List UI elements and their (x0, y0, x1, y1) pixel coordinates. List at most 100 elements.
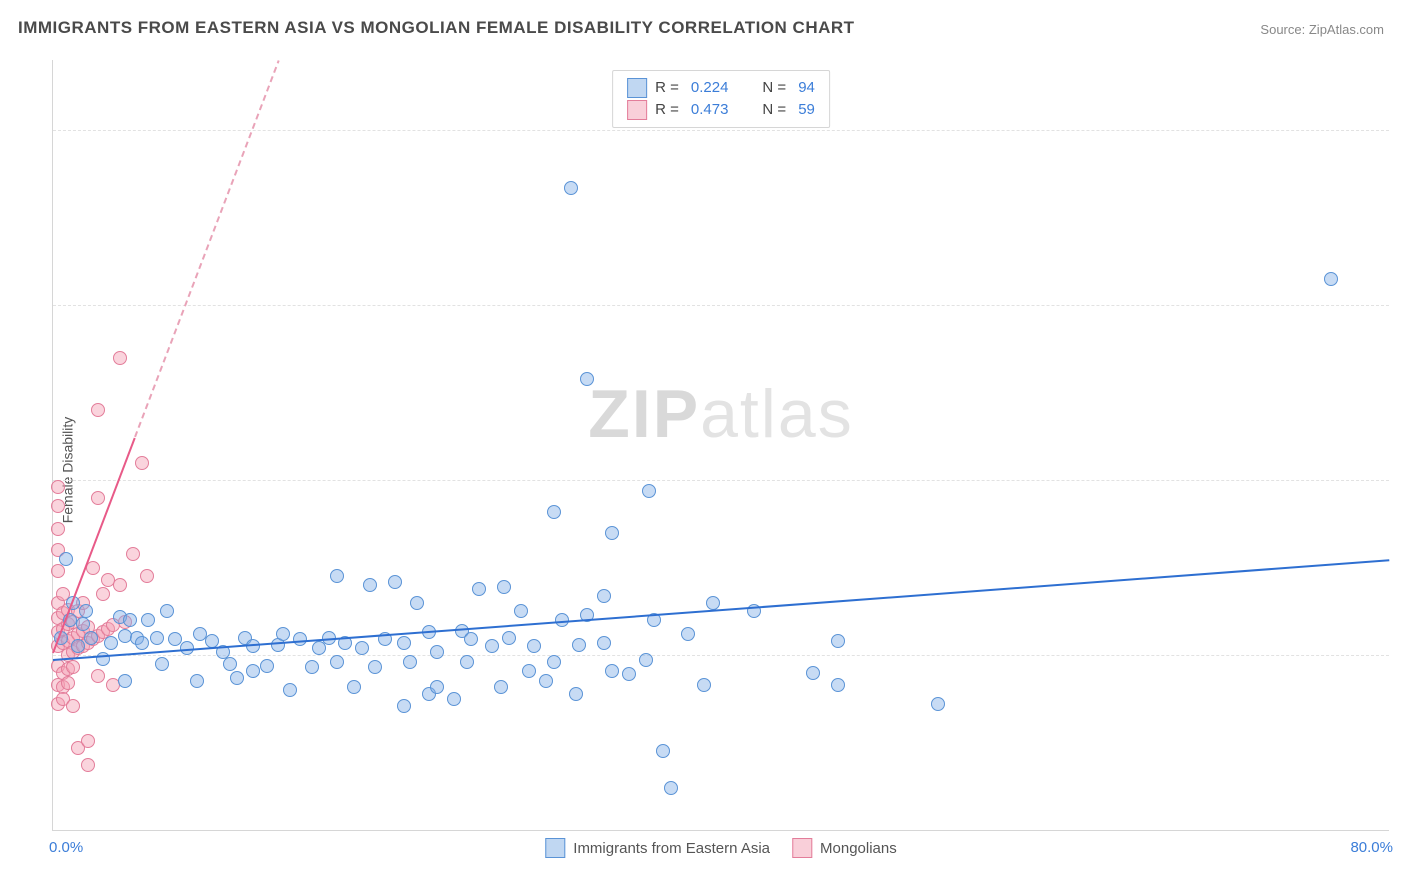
scatter-point-blue (605, 526, 619, 540)
scatter-point-blue (363, 578, 377, 592)
scatter-point-blue (464, 632, 478, 646)
scatter-point-pink (91, 491, 105, 505)
scatter-point-blue (460, 655, 474, 669)
scatter-point-blue (71, 639, 85, 653)
scatter-point-blue (223, 657, 237, 671)
correlation-legend: R = 0.224 N = 94 R = 0.473 N = 59 (612, 70, 830, 128)
legend-label-blue: Immigrants from Eastern Asia (573, 840, 770, 857)
scatter-point-blue (494, 680, 508, 694)
scatter-point-blue (569, 687, 583, 701)
scatter-point-blue (283, 683, 297, 697)
scatter-point-blue (368, 660, 382, 674)
scatter-point-blue (96, 652, 110, 666)
scatter-point-blue (639, 653, 653, 667)
scatter-point-pink (51, 522, 65, 536)
scatter-point-blue (246, 664, 260, 678)
scatter-point-blue (831, 634, 845, 648)
scatter-point-pink (113, 351, 127, 365)
scatter-point-blue (230, 671, 244, 685)
x-tick-min: 0.0% (49, 839, 83, 856)
scatter-point-blue (472, 582, 486, 596)
scatter-point-blue (580, 372, 594, 386)
scatter-point-blue (160, 604, 174, 618)
scatter-point-pink (51, 480, 65, 494)
scatter-point-blue (79, 604, 93, 618)
scatter-point-blue (104, 636, 118, 650)
scatter-plot: ZIPatlas 0.0% 80.0% R = 0.224 N = 94 R = (52, 60, 1389, 831)
scatter-point-blue (547, 655, 561, 669)
y-tick-label: 40.0% (1394, 122, 1406, 139)
scatter-point-blue (305, 660, 319, 674)
scatter-point-blue (397, 636, 411, 650)
scatter-point-blue (497, 580, 511, 594)
scatter-point-blue (330, 655, 344, 669)
scatter-point-pink (140, 569, 154, 583)
gridline (53, 655, 1389, 656)
scatter-point-pink (91, 403, 105, 417)
scatter-point-blue (564, 181, 578, 195)
scatter-point-pink (51, 499, 65, 513)
scatter-point-blue (430, 680, 444, 694)
scatter-point-blue (931, 697, 945, 711)
scatter-point-pink (91, 669, 105, 683)
scatter-point-blue (572, 638, 586, 652)
scatter-point-blue (527, 639, 541, 653)
scatter-point-pink (81, 758, 95, 772)
scatter-point-blue (447, 692, 461, 706)
scatter-point-blue (123, 613, 137, 627)
scatter-point-blue (388, 575, 402, 589)
scatter-point-pink (61, 676, 75, 690)
gridline (53, 480, 1389, 481)
scatter-point-blue (397, 699, 411, 713)
gridline (53, 305, 1389, 306)
scatter-point-blue (681, 627, 695, 641)
scatter-point-pink (81, 734, 95, 748)
scatter-point-blue (118, 674, 132, 688)
y-tick-label: 30.0% (1394, 297, 1406, 314)
scatter-point-blue (1324, 272, 1338, 286)
watermark: ZIPatlas (588, 375, 853, 453)
scatter-point-blue (622, 667, 636, 681)
y-tick-label: 20.0% (1394, 472, 1406, 489)
scatter-point-blue (260, 659, 274, 673)
scatter-point-blue (276, 627, 290, 641)
scatter-point-pink (126, 547, 140, 561)
scatter-point-blue (330, 569, 344, 583)
series-legend: Immigrants from Eastern Asia Mongolians (545, 838, 896, 858)
scatter-point-blue (664, 781, 678, 795)
scatter-point-blue (642, 484, 656, 498)
trendline-blue (53, 559, 1389, 661)
scatter-point-blue (597, 589, 611, 603)
scatter-point-blue (150, 631, 164, 645)
scatter-point-blue (84, 631, 98, 645)
scatter-point-blue (605, 664, 619, 678)
legend-swatch-pink (792, 838, 812, 858)
scatter-point-blue (502, 631, 516, 645)
scatter-point-blue (403, 655, 417, 669)
legend-swatch-blue (545, 838, 565, 858)
legend-swatch-blue (627, 78, 647, 98)
source-link[interactable]: ZipAtlas.com (1309, 22, 1384, 37)
scatter-point-pink (66, 699, 80, 713)
scatter-point-pink (96, 587, 110, 601)
y-tick-label: 10.0% (1394, 647, 1406, 664)
scatter-point-blue (155, 657, 169, 671)
scatter-point-blue (522, 664, 536, 678)
scatter-point-blue (141, 613, 155, 627)
x-tick-max: 80.0% (1350, 839, 1393, 856)
chart-title: IMMIGRANTS FROM EASTERN ASIA VS MONGOLIA… (18, 18, 855, 38)
scatter-point-pink (135, 456, 149, 470)
scatter-point-blue (410, 596, 424, 610)
scatter-point-blue (697, 678, 711, 692)
legend-label-pink: Mongolians (820, 840, 897, 857)
scatter-point-blue (76, 617, 90, 631)
scatter-point-blue (831, 678, 845, 692)
scatter-point-blue (430, 645, 444, 659)
scatter-point-pink (51, 564, 65, 578)
scatter-point-blue (59, 552, 73, 566)
legend-swatch-pink (627, 100, 647, 120)
scatter-point-blue (514, 604, 528, 618)
scatter-point-blue (355, 641, 369, 655)
scatter-point-blue (190, 674, 204, 688)
scatter-point-blue (547, 505, 561, 519)
